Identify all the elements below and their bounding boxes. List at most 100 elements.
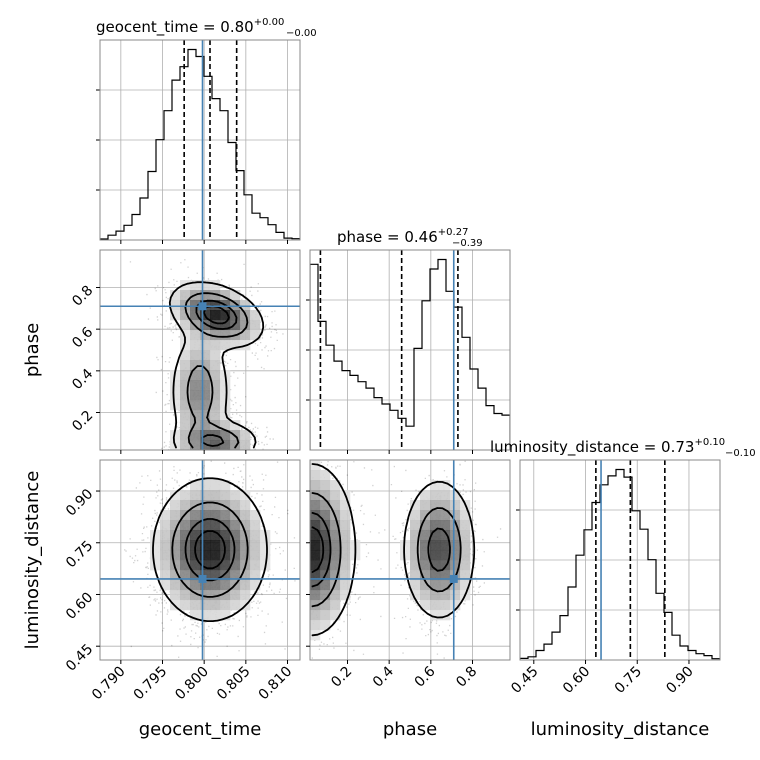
density-cell [200, 440, 211, 450]
density-cell [240, 300, 251, 311]
y-tick-label-luminosity-distance: 0.45 [63, 641, 96, 674]
density-cell [200, 330, 211, 341]
density-cell [320, 540, 331, 551]
density-cell [150, 540, 161, 551]
density-cell [190, 420, 201, 431]
density-cell [330, 550, 341, 561]
density-cell [310, 560, 321, 571]
density-cell [170, 490, 181, 501]
density-cell [430, 570, 441, 581]
density-cell [420, 510, 431, 521]
density-cell [330, 490, 341, 501]
density-cell [250, 540, 261, 551]
density-cell [190, 480, 201, 491]
density-cell [160, 550, 171, 561]
density-cell [450, 540, 461, 551]
density-cell [210, 410, 221, 421]
density-cell [230, 540, 241, 551]
density-cell [210, 290, 221, 301]
density-cell [190, 410, 201, 421]
y-tick-label-phase: 0.4 [69, 366, 96, 393]
y-tick-label-luminosity-distance: 0.90 [63, 486, 96, 519]
x-tick-label-geocent-time: 0.810 [256, 664, 296, 704]
xlabel-geocent-time: geocent_time [139, 719, 262, 740]
x-tick-label-luminosity-distance: 0.60 [560, 664, 593, 697]
density-cell [440, 490, 451, 501]
density-cell [220, 500, 231, 511]
density-cell [450, 500, 461, 511]
density-cell [410, 540, 421, 551]
density-cell [410, 550, 421, 561]
density-cell [440, 500, 451, 511]
density-cell [450, 550, 461, 561]
density-cell [430, 550, 441, 561]
density-cell [170, 540, 181, 551]
density-cell [170, 500, 181, 511]
density-cell [460, 510, 471, 521]
ylabel-phase: phase [22, 323, 43, 377]
density-luminosity_distance_vs_phase [310, 460, 510, 660]
density-cell [190, 610, 201, 621]
density-cell [230, 600, 241, 611]
density-cell [430, 520, 441, 531]
xlabel-phase: phase [383, 719, 437, 740]
density-cell [260, 550, 271, 561]
density-cell [150, 550, 161, 561]
density-cell [200, 600, 211, 611]
x-tick-label-phase: 0.4 [370, 663, 397, 690]
density-cell [160, 510, 171, 521]
density-cell [190, 560, 201, 571]
density-cell [320, 560, 331, 571]
density-cell [260, 540, 271, 551]
title-luminosity-distance-minus: −0.10 [725, 448, 756, 459]
title-geocent-time: geocent_time = 0.80+0.00 [96, 17, 284, 37]
density-cell [200, 560, 211, 571]
density-cell [240, 580, 251, 591]
histogram-phase [310, 250, 510, 450]
density-cell [320, 600, 331, 611]
density-cell [200, 320, 211, 331]
density-cell [180, 380, 191, 391]
density-cell [240, 550, 251, 561]
density-cell [170, 520, 181, 531]
histogram-step-phase [310, 258, 510, 450]
density-cell [410, 580, 421, 591]
density-cell [430, 560, 441, 571]
density-cell [310, 610, 321, 621]
density-cell [200, 490, 211, 501]
density-cell [420, 570, 431, 581]
density-cell [400, 550, 411, 561]
density-cell [420, 530, 431, 541]
density-cell [180, 490, 191, 501]
density-cell [220, 550, 231, 561]
density-cell [440, 610, 451, 621]
y-tick-label-phase: 0.6 [69, 324, 96, 351]
density-cell [450, 600, 461, 611]
density-cell [200, 380, 211, 391]
panel-frame [99, 249, 301, 451]
density-cell [320, 590, 331, 601]
density-cell [210, 380, 221, 391]
x-tick-label-phase: 0.2 [328, 664, 355, 691]
density-cell [330, 610, 341, 621]
density-cell [210, 610, 221, 621]
density-cell [420, 520, 431, 531]
density-cell [180, 500, 191, 511]
density-cell [420, 540, 431, 551]
density-cell [160, 570, 171, 581]
density-cell [190, 600, 201, 611]
density-cell [450, 590, 461, 601]
density-cell [220, 340, 231, 351]
density-cell [190, 360, 201, 371]
density-cell [200, 550, 211, 561]
density-cell [340, 570, 351, 581]
contour-level-3 [311, 512, 451, 588]
density-cell [200, 520, 211, 531]
density-cell [200, 540, 211, 551]
density-phase_vs_geocent_time [100, 250, 300, 450]
density-cell [330, 570, 341, 581]
x-tick-label-luminosity-distance: 0.75 [612, 664, 645, 697]
density-cell [440, 570, 451, 581]
x-tick-label-geocent-time: 0.805 [214, 664, 254, 704]
density-cell [170, 570, 181, 581]
